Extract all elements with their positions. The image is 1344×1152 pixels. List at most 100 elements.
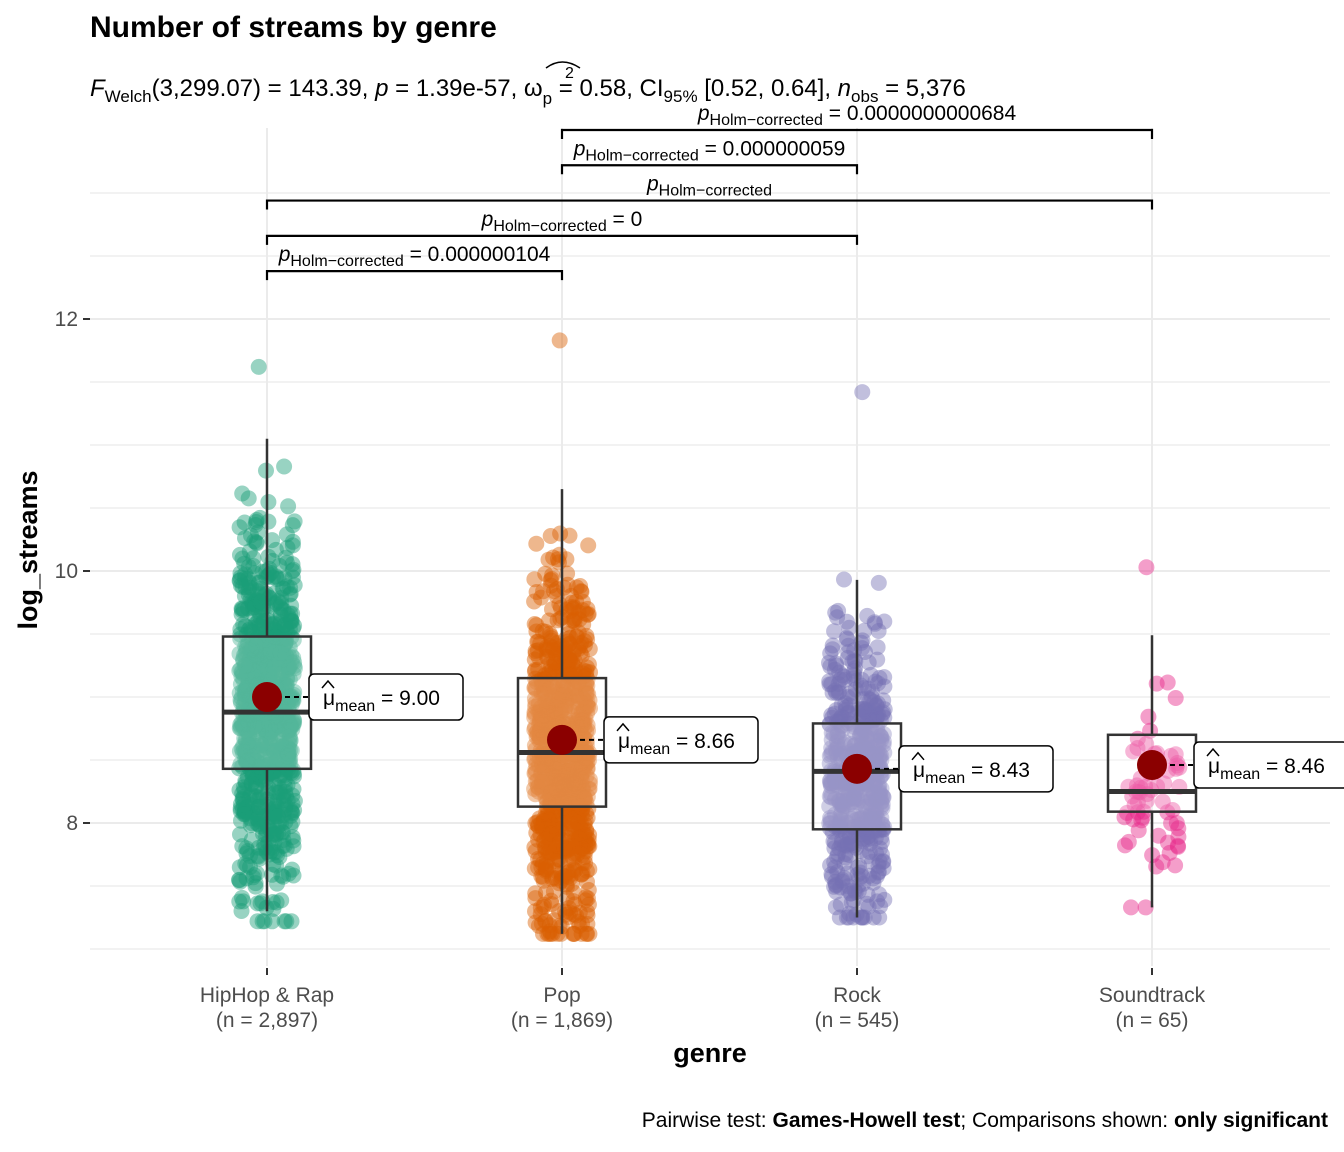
data-point xyxy=(239,687,256,704)
data-point xyxy=(533,755,550,772)
data-point xyxy=(269,800,286,817)
data-point xyxy=(256,652,273,669)
data-point xyxy=(241,717,258,734)
data-point xyxy=(258,650,274,666)
data-point xyxy=(262,736,278,753)
data-point xyxy=(252,653,269,670)
data-point xyxy=(272,670,288,687)
data-point xyxy=(283,742,300,759)
data-point xyxy=(249,725,266,741)
data-point xyxy=(577,711,594,728)
data-point xyxy=(250,524,266,541)
data-point xyxy=(252,580,268,597)
data-point xyxy=(238,722,255,739)
data-point xyxy=(244,593,260,610)
data-point xyxy=(558,791,575,808)
data-point xyxy=(240,752,257,769)
data-point xyxy=(580,800,597,817)
data-point xyxy=(252,586,269,603)
data-point xyxy=(237,715,254,732)
data-point xyxy=(235,792,252,808)
data-point xyxy=(275,807,292,824)
data-point xyxy=(284,721,301,738)
data-point xyxy=(286,768,302,785)
data-point xyxy=(252,654,269,671)
data-point xyxy=(578,627,595,644)
data-point xyxy=(257,746,274,763)
x-tick-label: Rock xyxy=(833,984,881,1007)
data-point xyxy=(262,749,279,766)
data-point xyxy=(266,621,283,638)
data-point xyxy=(259,659,276,676)
y-tick-label: 12 xyxy=(55,308,78,331)
data-point xyxy=(242,810,259,827)
data-point xyxy=(268,742,285,759)
data-point xyxy=(257,647,274,664)
data-point xyxy=(245,655,262,672)
data-point xyxy=(277,801,294,818)
data-point xyxy=(272,598,289,615)
data-point xyxy=(572,839,589,856)
data-point xyxy=(253,602,270,619)
data-point xyxy=(231,871,247,888)
data-point xyxy=(847,653,864,670)
data-point xyxy=(538,884,554,901)
data-point xyxy=(278,554,295,571)
data-point xyxy=(266,800,283,817)
data-point xyxy=(279,776,296,793)
data-point xyxy=(543,791,560,808)
svg-text:2: 2 xyxy=(565,65,574,82)
data-point xyxy=(238,712,255,729)
data-point xyxy=(268,641,285,657)
data-point xyxy=(282,605,299,622)
mean-point xyxy=(1137,750,1167,781)
data-point xyxy=(264,827,281,844)
data-point xyxy=(539,649,556,666)
data-point xyxy=(251,509,268,526)
data-point xyxy=(267,651,284,668)
data-point xyxy=(238,751,255,768)
data-point xyxy=(577,833,594,850)
data-point xyxy=(249,721,266,738)
data-point xyxy=(283,612,300,629)
data-point xyxy=(249,723,266,740)
data-point xyxy=(541,923,558,940)
data-point xyxy=(271,616,288,633)
data-point xyxy=(535,583,552,600)
data-point xyxy=(248,865,265,882)
data-point xyxy=(576,720,593,737)
data-point xyxy=(533,868,550,885)
data-point xyxy=(570,821,587,838)
data-point xyxy=(279,687,296,704)
data-point xyxy=(240,622,257,638)
data-point xyxy=(284,861,301,878)
data-point xyxy=(280,748,297,765)
data-point xyxy=(284,556,301,573)
data-point xyxy=(260,742,277,759)
data-point xyxy=(268,713,285,730)
data-point xyxy=(281,659,298,676)
data-point xyxy=(274,727,291,744)
data-point xyxy=(271,770,288,787)
data-point xyxy=(248,744,265,761)
data-point xyxy=(276,913,293,930)
x-tick-label: HipHop & Rap xyxy=(200,984,334,1007)
data-point xyxy=(233,719,250,735)
data-point xyxy=(575,701,592,718)
data-point xyxy=(266,615,283,632)
data-point xyxy=(268,719,285,736)
data-point xyxy=(580,537,597,554)
data-point xyxy=(274,655,291,672)
data-point xyxy=(274,738,291,755)
data-point xyxy=(286,802,303,819)
data-point xyxy=(551,332,568,349)
data-point xyxy=(236,588,253,604)
data-point xyxy=(231,572,248,589)
data-point xyxy=(285,666,302,683)
data-point xyxy=(232,716,249,733)
data-point xyxy=(236,555,253,572)
ci-subscript: 95% xyxy=(664,87,698,106)
data-point xyxy=(248,649,265,666)
data-point xyxy=(235,671,252,688)
data-point xyxy=(551,782,568,798)
